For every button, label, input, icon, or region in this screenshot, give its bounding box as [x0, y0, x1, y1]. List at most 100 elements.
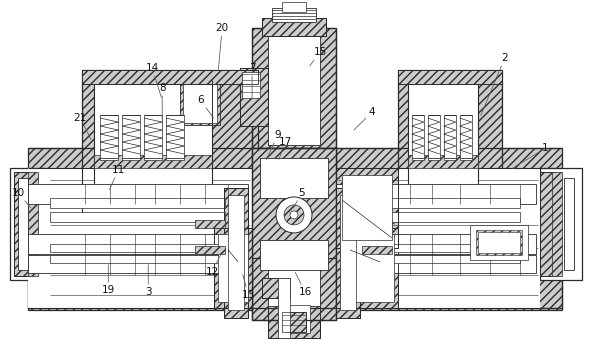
Text: 2: 2 — [481, 53, 508, 116]
Bar — [100, 115, 118, 160]
Circle shape — [290, 211, 298, 219]
Text: 21: 21 — [74, 113, 91, 140]
Bar — [340, 212, 519, 222]
Text: 11: 11 — [110, 165, 125, 190]
Bar — [166, 115, 184, 160]
Bar — [340, 234, 394, 302]
Bar — [260, 158, 328, 198]
Text: 9: 9 — [266, 130, 282, 160]
Bar — [336, 228, 398, 308]
Bar — [478, 232, 519, 253]
Circle shape — [276, 197, 312, 233]
Bar — [412, 115, 424, 160]
Bar — [51, 244, 225, 252]
Bar — [252, 28, 336, 148]
Bar — [278, 305, 310, 333]
Bar — [218, 234, 248, 302]
Bar — [336, 188, 360, 318]
Bar — [408, 155, 478, 168]
Bar — [51, 212, 225, 222]
Bar — [28, 184, 248, 204]
Bar — [398, 70, 502, 218]
Bar — [262, 278, 290, 298]
Bar — [18, 178, 28, 270]
Bar — [340, 244, 519, 252]
Bar — [398, 70, 502, 84]
Bar — [268, 300, 320, 338]
Bar — [278, 278, 290, 338]
Bar — [551, 172, 561, 276]
Text: 3: 3 — [145, 265, 151, 297]
Bar — [272, 8, 316, 22]
Bar — [336, 188, 360, 318]
Bar — [94, 155, 212, 168]
Bar — [282, 2, 306, 12]
Bar — [362, 246, 392, 254]
Bar — [268, 300, 320, 338]
Bar — [262, 18, 326, 36]
Text: 4: 4 — [354, 107, 375, 130]
Text: 13: 13 — [241, 275, 254, 300]
Bar — [342, 175, 392, 240]
Bar — [282, 312, 306, 332]
Text: 6: 6 — [197, 95, 213, 118]
Bar — [94, 80, 212, 198]
Bar — [336, 228, 398, 308]
Bar — [82, 70, 258, 84]
Text: 20: 20 — [216, 23, 229, 69]
Bar — [540, 172, 555, 276]
Bar — [123, 115, 140, 160]
Bar — [214, 228, 252, 308]
Bar — [224, 188, 248, 318]
Bar — [262, 18, 326, 36]
Bar — [336, 168, 540, 308]
Text: 16: 16 — [295, 272, 312, 297]
Text: 19: 19 — [102, 265, 115, 295]
Text: 8: 8 — [159, 83, 166, 119]
Bar — [228, 195, 244, 310]
Bar — [444, 115, 456, 160]
Bar — [262, 278, 290, 298]
Bar — [336, 184, 535, 204]
Bar — [362, 220, 392, 228]
Text: 10: 10 — [12, 188, 31, 208]
Bar — [564, 178, 574, 270]
Bar — [408, 80, 478, 198]
Text: 1: 1 — [512, 143, 549, 168]
Text: 15: 15 — [310, 47, 326, 66]
Bar — [268, 35, 320, 145]
Bar — [469, 225, 528, 260]
Bar — [252, 148, 336, 320]
Text: 17: 17 — [279, 137, 292, 159]
Bar — [82, 70, 258, 218]
Bar — [282, 312, 306, 332]
Bar — [51, 198, 225, 208]
Bar — [28, 172, 38, 276]
Bar — [183, 83, 217, 123]
Bar — [476, 230, 522, 255]
Bar — [398, 70, 502, 84]
Bar — [336, 234, 535, 254]
Bar — [82, 70, 258, 84]
Bar — [340, 255, 519, 263]
Bar — [240, 68, 268, 126]
Bar — [28, 148, 561, 310]
Bar — [336, 255, 535, 273]
Bar — [11, 168, 51, 280]
Bar — [15, 172, 31, 276]
Bar — [242, 72, 260, 98]
Text: 5: 5 — [293, 188, 305, 207]
Bar — [28, 255, 248, 273]
Bar — [252, 28, 336, 148]
Bar — [28, 168, 252, 308]
Bar — [428, 115, 440, 160]
Bar — [180, 80, 220, 125]
Text: 12: 12 — [206, 254, 221, 277]
Bar — [336, 168, 398, 248]
Bar — [340, 198, 519, 208]
Bar — [540, 168, 581, 280]
Text: 7: 7 — [249, 63, 256, 99]
Bar — [252, 148, 336, 320]
Bar — [214, 228, 252, 308]
Bar — [195, 246, 225, 254]
